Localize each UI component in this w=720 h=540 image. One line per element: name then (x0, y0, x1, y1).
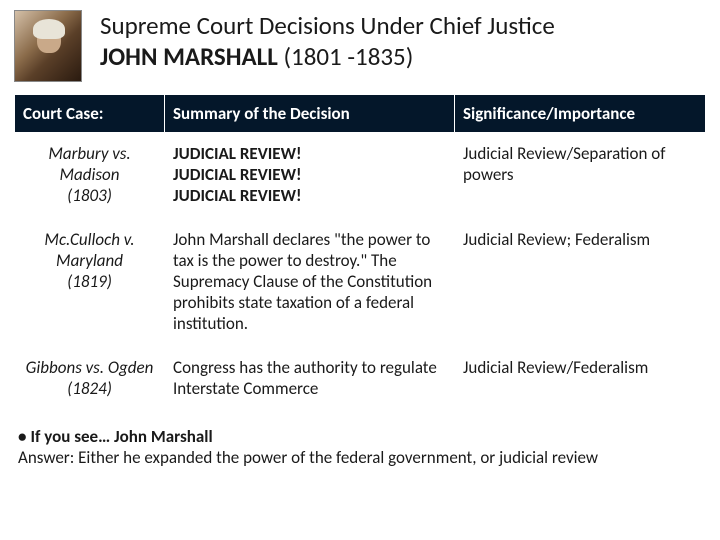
table-header-row: Court Case: Summary of the Decision Sign… (15, 95, 706, 133)
footer-line-1: •If you see… John Marshall (18, 426, 702, 447)
table-body: Marbury vs. Madison (1803) JUDICIAL REVI… (15, 133, 706, 412)
summary-cell: JUDICIAL REVIEW! JUDICIAL REVIEW! JUDICI… (165, 133, 455, 219)
footer-bold-text: If you see… John Marshall (30, 426, 212, 447)
significance-cell: Judicial Review/Federalism (455, 347, 706, 412)
case-name: Mc.Culloch v. Maryland (44, 229, 134, 271)
table-row: Mc.Culloch v. Maryland (1819) John Marsh… (15, 219, 706, 347)
col-summary: Summary of the Decision (165, 95, 455, 133)
footer-line-2: Answer: Either he expanded the power of … (18, 447, 702, 468)
cases-table: Court Case: Summary of the Decision Sign… (14, 94, 706, 412)
case-year: (1824) (67, 378, 112, 399)
title-block: Supreme Court Decisions Under Chief Just… (82, 10, 555, 72)
bullet-icon: • (18, 426, 26, 447)
table-row: Gibbons vs. Ogden (1824) Congress has th… (15, 347, 706, 412)
significance-cell: Judicial Review/Separation of powers (455, 133, 706, 219)
summary-cell: Congress has the authority to regulate I… (165, 347, 455, 412)
slide-header: Supreme Court Decisions Under Chief Just… (0, 0, 720, 90)
summary-text: JUDICIAL REVIEW! JUDICIAL REVIEW! JUDICI… (173, 143, 302, 206)
title-line-2: JOHN MARSHALL (1801 -1835) (100, 41, 555, 72)
case-year: (1803) (67, 185, 112, 206)
case-name: Gibbons vs. Ogden (26, 357, 154, 378)
col-significance: Significance/Importance (455, 95, 706, 133)
title-bold-name: JOHN MARSHALL (100, 41, 278, 72)
footer-block: •If you see… John Marshall Answer: Eithe… (0, 412, 720, 468)
portrait-image (14, 10, 82, 82)
case-year: (1819) (67, 271, 112, 292)
case-name: Marbury vs. Madison (48, 143, 130, 185)
table-row: Marbury vs. Madison (1803) JUDICIAL REVI… (15, 133, 706, 219)
col-case: Court Case: (15, 95, 165, 133)
case-cell: Mc.Culloch v. Maryland (1819) (15, 219, 165, 347)
summary-cell: John Marshall declares "the power to tax… (165, 219, 455, 347)
case-cell: Marbury vs. Madison (1803) (15, 133, 165, 219)
significance-cell: Judicial Review; Federalism (455, 219, 706, 347)
case-cell: Gibbons vs. Ogden (1824) (15, 347, 165, 412)
title-year-range: (1801 -1835) (278, 41, 414, 72)
title-line-1: Supreme Court Decisions Under Chief Just… (100, 10, 555, 41)
